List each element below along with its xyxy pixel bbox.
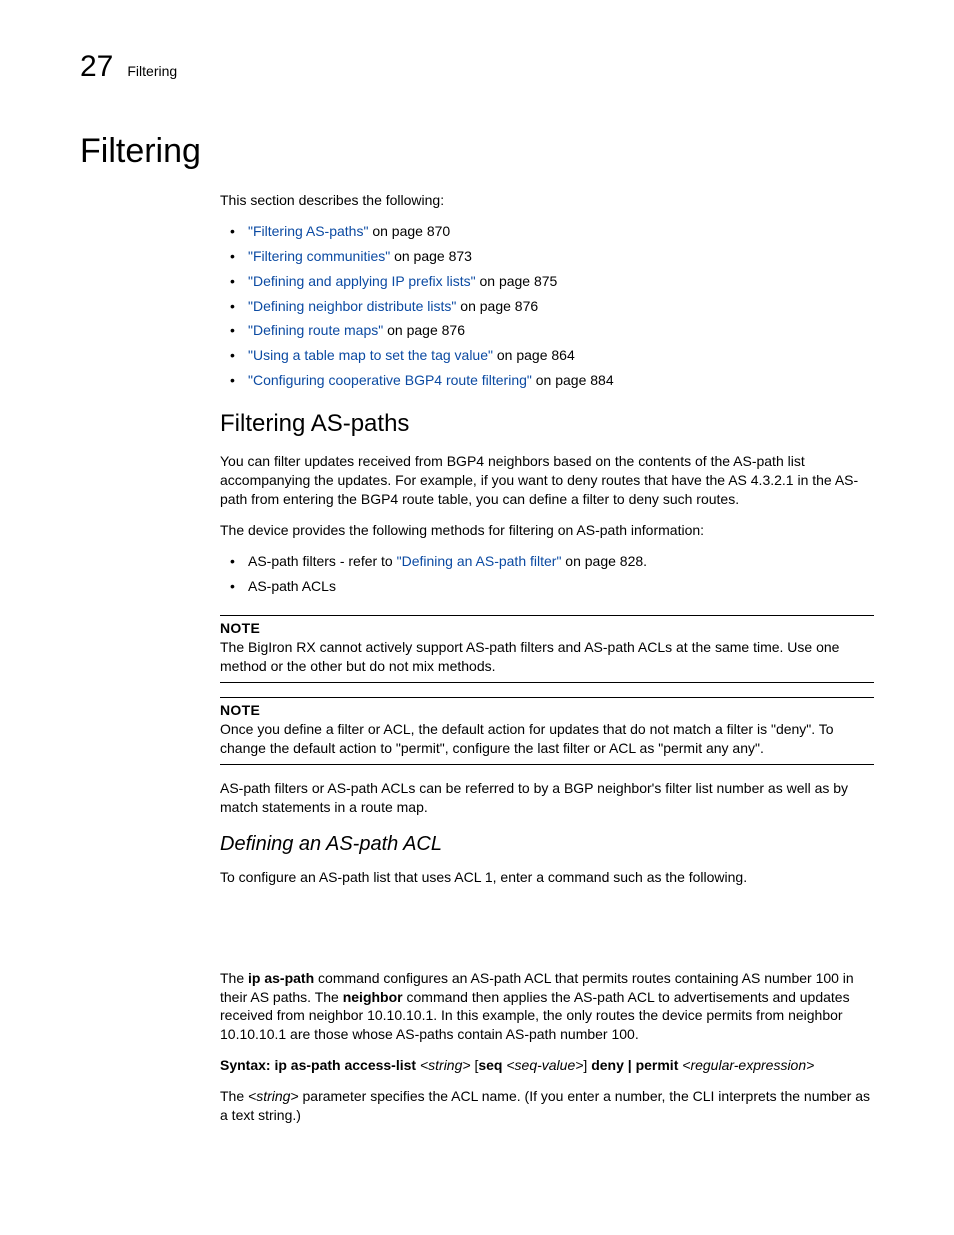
note-body: The BigIron RX cannot actively support A… <box>220 638 874 676</box>
acl-p2: The ip as-path command configures an AS-… <box>220 969 874 1045</box>
bullet-text: on page 828. <box>561 553 647 569</box>
toc-link[interactable]: "Defining and applying IP prefix lists" <box>248 273 476 289</box>
page-header: 27 Filtering <box>80 50 874 84</box>
toc-item: "Defining and applying IP prefix lists" … <box>248 272 874 291</box>
syntax-italic: <seq-value> <box>506 1057 583 1073</box>
toc-link[interactable]: "Filtering communities" <box>248 248 390 264</box>
toc-link[interactable]: "Using a table map to set the tag value" <box>248 347 493 363</box>
param-italic: <string> <box>248 1088 299 1104</box>
bullet-text: AS-path filters - refer to <box>248 553 397 569</box>
syntax-line: Syntax: ip as-path access-list <string> … <box>220 1056 874 1075</box>
page-title: Filtering <box>80 132 874 171</box>
syntax-italic: <string> <box>420 1057 471 1073</box>
cmd-bold: neighbor <box>343 989 403 1005</box>
toc-suffix: on page 876 <box>383 322 465 338</box>
acl-p3: The <string> parameter specifies the ACL… <box>220 1087 874 1125</box>
aspaths-p1: You can filter updates received from BGP… <box>220 452 874 509</box>
list-item: AS-path filters - refer to "Defining an … <box>248 552 874 571</box>
toc-suffix: on page 873 <box>390 248 472 264</box>
inline-xref[interactable]: "Defining an AS-path filter" <box>397 553 562 569</box>
section-heading-aspaths: Filtering AS-paths <box>220 410 874 438</box>
note-label: NOTE <box>220 702 874 718</box>
toc-list: "Filtering AS-paths" on page 870 "Filter… <box>220 222 874 390</box>
toc-suffix: on page 870 <box>368 223 450 239</box>
cmd-bold: ip as-path <box>248 970 314 986</box>
toc-suffix: on page 864 <box>493 347 575 363</box>
chapter-number: 27 <box>80 50 113 84</box>
syntax-italic: <regular-expression> <box>682 1057 814 1073</box>
toc-link[interactable]: "Defining neighbor distribute lists" <box>248 298 456 314</box>
note-block: NOTE The BigIron RX cannot actively supp… <box>220 615 874 683</box>
toc-item: "Configuring cooperative BGP4 route filt… <box>248 371 874 390</box>
toc-suffix: on page 876 <box>456 298 538 314</box>
note-block: NOTE Once you define a filter or ACL, th… <box>220 697 874 765</box>
toc-link[interactable]: "Configuring cooperative BGP4 route filt… <box>248 372 532 388</box>
toc-suffix: on page 884 <box>532 372 614 388</box>
intro-paragraph: This section describes the following: <box>220 191 874 210</box>
breadcrumb: Filtering <box>127 63 177 79</box>
toc-item: "Filtering AS-paths" on page 870 <box>248 222 874 241</box>
subsection-heading-acl: Defining an AS-path ACL <box>220 833 874 856</box>
syntax-bold: deny | permit <box>591 1057 682 1073</box>
note-label: NOTE <box>220 620 874 636</box>
toc-item: "Defining route maps" on page 876 <box>248 321 874 340</box>
syntax-bold: seq <box>478 1057 506 1073</box>
bullet-text: AS-path ACLs <box>248 578 336 594</box>
toc-link[interactable]: "Filtering AS-paths" <box>248 223 368 239</box>
aspaths-p2: The device provides the following method… <box>220 521 874 540</box>
list-item: AS-path ACLs <box>248 577 874 596</box>
acl-p1: To configure an AS-path list that uses A… <box>220 868 874 887</box>
content-area: This section describes the following: "F… <box>220 191 874 1125</box>
aspaths-method-list: AS-path filters - refer to "Defining an … <box>220 552 874 596</box>
aspaths-p3: AS-path filters or AS-path ACLs can be r… <box>220 779 874 817</box>
toc-suffix: on page 875 <box>476 273 558 289</box>
note-body: Once you define a filter or ACL, the def… <box>220 720 874 758</box>
syntax-bold: Syntax: ip as-path access-list <box>220 1057 420 1073</box>
toc-item: "Defining neighbor distribute lists" on … <box>248 297 874 316</box>
toc-link[interactable]: "Defining route maps" <box>248 322 383 338</box>
toc-item: "Filtering communities" on page 873 <box>248 247 874 266</box>
toc-item: "Using a table map to set the tag value"… <box>248 346 874 365</box>
cli-example-gap <box>220 899 874 969</box>
